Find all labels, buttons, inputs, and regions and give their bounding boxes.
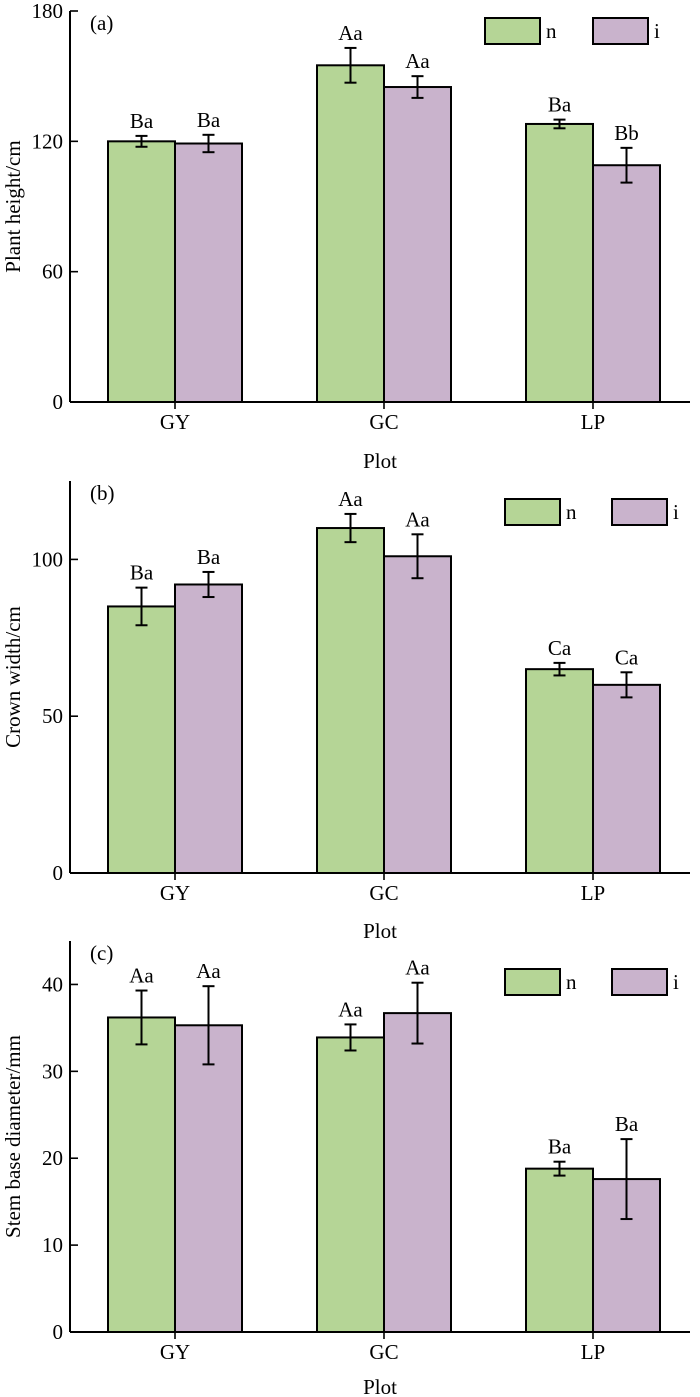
x-tick-label: GY — [160, 1340, 190, 1364]
chart-panel-2: 0 50 100 Crown width/cm (b) Ba Ba GY Aa Aa GC Ca Ca L… — [1, 481, 690, 943]
x-tick-label: LP — [581, 1340, 606, 1364]
y-axis-title: Stem base diameter/mm — [1, 1035, 25, 1238]
y-tick-label: 60 — [42, 260, 63, 284]
legend-label-i: i — [673, 970, 679, 994]
significance-label: Ca — [615, 645, 639, 669]
y-tick-label: 0 — [53, 861, 64, 885]
bar-i-LP — [592, 683, 661, 875]
bar-n-GC — [316, 64, 385, 404]
bar-i-GC — [383, 1012, 452, 1334]
legend-label-n: n — [566, 970, 577, 994]
chart-panel-1: 0 60 120 180 Plant height/cm (a) Ba Ba GY Aa Aa GC B… — [1, 0, 690, 473]
significance-label: Ca — [548, 636, 572, 660]
x-tick-label: LP — [581, 410, 606, 434]
y-tick-label: 30 — [42, 1059, 63, 1083]
bar-i-GY — [174, 142, 243, 403]
bar-n-GY — [107, 1016, 176, 1333]
legend-swatch-i — [592, 17, 649, 45]
legend-label-n: n — [566, 500, 577, 524]
y-tick-label: 0 — [53, 390, 64, 414]
significance-label: Aa — [338, 997, 363, 1021]
bar-n-GC — [316, 1036, 385, 1333]
significance-label: Aa — [405, 49, 430, 73]
bar-i-GC — [383, 555, 452, 874]
legend-label-n: n — [546, 19, 557, 43]
bar-i-GY — [174, 1024, 243, 1333]
legend-swatch-i — [611, 498, 668, 526]
y-axis-title: Crown width/cm — [1, 606, 25, 748]
y-tick-label: 20 — [42, 1146, 63, 1170]
chart-panel-3: 0 10 20 30 40 Stem base diameter/mm (c) Aa Aa GY A… — [1, 941, 690, 1397]
y-tick-label: 40 — [42, 972, 63, 996]
significance-label: Ba — [197, 108, 221, 132]
x-tick-label: GY — [160, 410, 190, 434]
panel-label: (c) — [90, 941, 113, 965]
bar-i-LP — [592, 164, 661, 403]
x-tick-label: GC — [369, 410, 398, 434]
significance-label: Ba — [197, 545, 221, 569]
bar-i-GY — [174, 583, 243, 874]
x-axis-title: Plot — [363, 1375, 397, 1397]
bar-n-LP — [525, 1167, 594, 1334]
y-tick-label: 100 — [32, 547, 64, 571]
legend-swatch-i — [611, 968, 668, 996]
bar-n-GY — [107, 605, 176, 874]
significance-label: Ba — [548, 93, 572, 117]
significance-label: Ba — [548, 1135, 572, 1159]
legend-swatch-n — [484, 17, 541, 45]
bar-n-GC — [316, 527, 385, 874]
x-axis-title: Plot — [363, 449, 397, 473]
panel-label: (a) — [90, 11, 113, 35]
bar-n-LP — [525, 668, 594, 874]
x-axis-title: Plot — [363, 919, 397, 943]
y-tick-label: 50 — [42, 704, 63, 728]
x-tick-label: GC — [369, 1340, 398, 1364]
x-tick-label: LP — [581, 881, 606, 905]
significance-label: Ba — [130, 109, 154, 133]
significance-label: Ba — [130, 561, 154, 585]
significance-label: Aa — [338, 487, 363, 511]
legend-label-i: i — [673, 500, 679, 524]
legend-swatch-n — [504, 968, 561, 996]
significance-label: Aa — [405, 956, 430, 980]
significance-label: Aa — [196, 959, 221, 983]
legend-swatch-n — [504, 498, 561, 526]
y-axis-title: Plant height/cm — [1, 140, 25, 272]
x-tick-label: GY — [160, 881, 190, 905]
bar-n-GY — [107, 140, 176, 403]
significance-label: Aa — [405, 507, 430, 531]
bar-n-LP — [525, 122, 594, 403]
y-tick-label: 0 — [53, 1320, 64, 1344]
y-tick-label: 10 — [42, 1233, 63, 1257]
bar-i-GC — [383, 86, 452, 404]
legend-label-i: i — [654, 19, 660, 43]
y-tick-label: 180 — [32, 0, 64, 23]
x-tick-label: GC — [369, 881, 398, 905]
significance-label: Bb — [614, 121, 639, 145]
significance-label: Ba — [615, 1112, 639, 1136]
panel-label: (b) — [90, 481, 115, 505]
y-tick-label: 120 — [32, 129, 64, 153]
significance-label: Aa — [338, 21, 363, 45]
significance-label: Aa — [129, 964, 154, 988]
